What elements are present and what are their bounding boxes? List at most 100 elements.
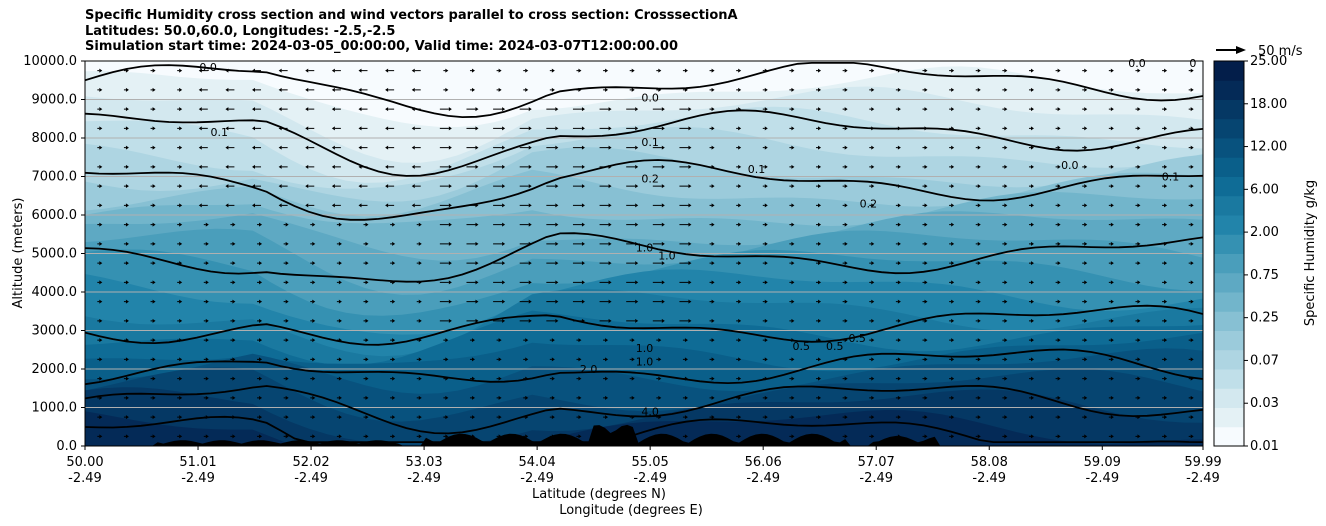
wind-vector-head: [818, 261, 822, 266]
wind-vector-head: [608, 107, 612, 112]
wind-vector-head: [312, 318, 316, 323]
contour-line-5: [85, 348, 1203, 386]
wind-vector-head: [278, 184, 282, 189]
wind-vector-head: [278, 126, 282, 131]
wind-vector-head: [445, 434, 449, 439]
wind-vector-head: [1190, 395, 1194, 400]
colorbar-tick-label: 18.00: [1250, 97, 1287, 112]
wind-vector-head: [471, 434, 475, 439]
wind-vector-head: [977, 338, 981, 343]
wind-vector-head: [1137, 280, 1141, 285]
wind-vector-head: [365, 261, 369, 266]
colorbar-segment-13: [1214, 176, 1244, 197]
wind-vector-head: [764, 280, 768, 285]
wind-vector-head: [844, 338, 848, 343]
x-tick-label-lat: 50.00: [66, 455, 103, 470]
wind-vector-head: [502, 184, 506, 189]
wind-vector-head: [392, 415, 396, 420]
wind-vector-head: [924, 280, 928, 285]
wind-vector-head: [1110, 299, 1114, 304]
wind-vector-head: [897, 395, 901, 400]
wind-vector-head: [1137, 299, 1141, 304]
wind-vector-head: [635, 318, 639, 323]
wind-vector-head: [259, 318, 263, 323]
wind-vector-head: [252, 107, 256, 112]
wind-vector-head: [635, 145, 639, 150]
wind-vector-head: [1110, 415, 1114, 420]
wind-vector-head: [951, 415, 955, 420]
wind-vector-head: [358, 184, 362, 189]
colorbar-frame: [1213, 60, 1245, 447]
wind-vector-head: [871, 261, 875, 266]
wind-vector-head: [475, 164, 479, 169]
wind-vector-head: [99, 415, 103, 420]
wind-vector-head: [365, 415, 369, 420]
wind-vector-head: [502, 261, 506, 266]
contour-label: 0.5: [792, 340, 810, 353]
wind-vector-head: [738, 357, 742, 362]
wind-vector-head: [1164, 338, 1168, 343]
wind-vector-head: [897, 299, 901, 304]
contour-label: 0.2: [641, 172, 659, 185]
wind-vector-head: [688, 280, 692, 285]
x-tick-label-lon: -2.49: [520, 471, 554, 486]
wind-vector-head: [1004, 299, 1008, 304]
wind-vector-head: [99, 107, 103, 112]
wind-vector-head: [1057, 357, 1061, 362]
wind-vector-head: [897, 434, 901, 439]
colorbar-segment-12: [1214, 195, 1244, 216]
colorbar-tick-label: 0.03: [1250, 396, 1279, 411]
wind-vector-head: [525, 434, 529, 439]
wind-vector-head: [225, 164, 229, 169]
wind-vector-head: [125, 318, 129, 323]
wind-vector-head: [977, 280, 981, 285]
wind-vector-head: [502, 241, 506, 246]
wind-vector-head: [1137, 357, 1141, 362]
wind-vector-head: [179, 203, 183, 208]
wind-vector-head: [1137, 145, 1141, 150]
wind-vector-head: [385, 203, 389, 208]
wind-vector-head: [578, 68, 582, 73]
wind-vector-head: [252, 68, 256, 73]
colorbar-segment-8: [1214, 272, 1244, 293]
y-axis-label: Altitude (meters): [11, 198, 26, 309]
wind-vector-head: [502, 280, 506, 285]
wind-vector-head: [764, 126, 768, 131]
wind-vector-head: [252, 164, 256, 169]
wind-vector-head: [198, 184, 202, 189]
wind-vector-head: [871, 87, 875, 92]
wind-vector-head: [578, 434, 582, 439]
wind-vector-head: [1164, 261, 1168, 266]
wind-vector-head: [844, 241, 848, 246]
wind-vector-head: [99, 318, 103, 323]
wind-vector-head: [924, 164, 928, 169]
wind-vector-head: [418, 222, 422, 227]
wind-vector-head: [738, 203, 742, 208]
wind-vector-head: [305, 164, 309, 169]
wind-vector-head: [411, 87, 415, 92]
wind-vector-head: [528, 261, 532, 266]
wind-vector-head: [791, 280, 795, 285]
contour-line-6: [85, 384, 1203, 435]
wind-vector-head: [498, 376, 502, 381]
wind-vector-head: [1137, 338, 1141, 343]
wind-vector-head: [232, 338, 236, 343]
wind-vector-head: [205, 338, 209, 343]
wind-vector-head: [392, 261, 396, 266]
wind-vector-head: [764, 68, 768, 73]
wind-vector-head: [448, 261, 452, 266]
wind-vector-head: [1084, 415, 1088, 420]
wind-vector-head: [581, 164, 585, 169]
wind-vector-head: [791, 107, 795, 112]
wind-vector-head: [418, 376, 422, 381]
wind-vector-head: [1004, 184, 1008, 189]
wind-vector-head: [528, 184, 532, 189]
wind-vector-head: [605, 376, 609, 381]
wind-vector-head: [259, 299, 263, 304]
wind-vector-head: [738, 145, 742, 150]
wind-vector-head: [924, 395, 928, 400]
wind-vector-head: [688, 145, 692, 150]
wind-vector-head: [252, 126, 256, 131]
wind-vector-head: [1110, 145, 1114, 150]
y-tick-label: 6000.0: [32, 208, 78, 223]
